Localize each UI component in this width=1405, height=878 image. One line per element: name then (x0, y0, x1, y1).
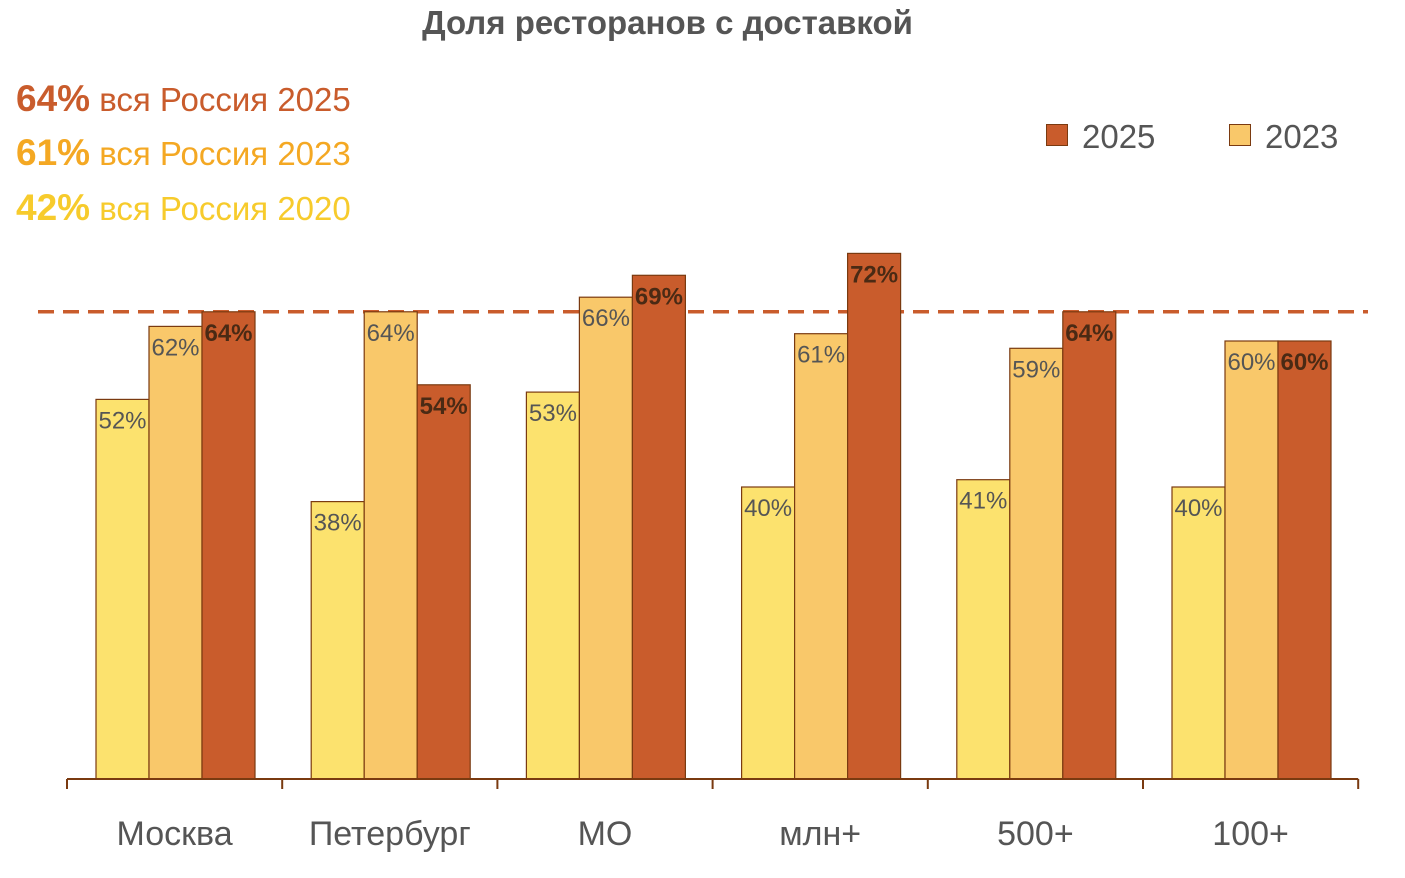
summary-text: вся Россия 2023 (99, 135, 351, 172)
x-tick-label: Москва (117, 815, 233, 853)
bar-data-label: 41% (959, 488, 1007, 515)
bar-data-label: 72% (850, 261, 898, 288)
legend-swatch-2025 (1046, 124, 1068, 146)
bar-data-label: 64% (367, 320, 415, 347)
bar-2023 (363, 311, 418, 780)
bar-2025 (1062, 311, 1117, 780)
summary-value: 64% (16, 78, 91, 119)
bar-data-label: 38% (314, 510, 362, 537)
bar-data-label: 64% (204, 320, 252, 347)
bar-series-0 (95, 398, 150, 780)
chart-title: Доля ресторанов с доставкой (422, 4, 913, 41)
bar-data-label: 59% (1012, 356, 1060, 383)
legend-item-2023: 2023 (1229, 118, 1338, 156)
bar-series-0 (740, 486, 796, 780)
legend-swatch-2023 (1229, 124, 1251, 146)
summary-russia-2020: 42% вся Россия 2020 (16, 187, 351, 229)
bar-data-label: 62% (151, 334, 199, 361)
x-tick-label: Петербург (309, 815, 471, 853)
x-tick-label: МО (578, 815, 633, 853)
bar-series-0 (956, 479, 1011, 780)
summary-text: вся Россия 2020 (99, 190, 351, 227)
bar-2025 (201, 311, 256, 780)
bar-2025 (631, 274, 687, 780)
bar-2023 (793, 333, 849, 780)
x-tick-label: млн+ (779, 815, 861, 853)
summary-text: вся Россия 2025 (99, 81, 351, 118)
summary-value: 42% (16, 187, 91, 228)
bar-data-label: 61% (797, 342, 845, 369)
bar-series-0 (1171, 486, 1226, 780)
summary-russia-2023: 61% вся Россия 2023 (16, 132, 351, 174)
bar-2025 (1277, 340, 1332, 780)
bar-2025 (846, 252, 902, 780)
bar-series-0 (310, 501, 365, 780)
bar-data-label: 40% (744, 495, 792, 522)
bar-data-label: 54% (420, 393, 468, 420)
bar-data-label: 40% (1174, 495, 1222, 522)
bar-series-0 (525, 391, 581, 780)
legend-label: 2023 (1265, 118, 1339, 155)
bar-data-label: 60% (1280, 349, 1328, 376)
bar-2023 (148, 325, 203, 780)
legend-item-2025: 2025 (1046, 118, 1155, 156)
bar-data-label: 69% (635, 283, 683, 310)
bar-2023 (578, 296, 634, 780)
summary-russia-2025: 64% вся Россия 2025 (16, 78, 351, 120)
bar-2023 (1224, 340, 1279, 780)
summary-value: 61% (16, 132, 91, 173)
bar-data-label: 53% (529, 400, 577, 427)
x-tick-label: 500+ (997, 815, 1074, 853)
bar-data-label: 66% (582, 305, 630, 332)
legend-label: 2025 (1082, 118, 1156, 155)
bar-2025 (416, 384, 471, 780)
x-tick-label: 100+ (1212, 815, 1289, 853)
bar-data-label: 64% (1065, 320, 1113, 347)
bar-data-label: 52% (98, 407, 146, 434)
bar-2023 (1009, 347, 1064, 780)
bar-data-label: 60% (1227, 349, 1275, 376)
